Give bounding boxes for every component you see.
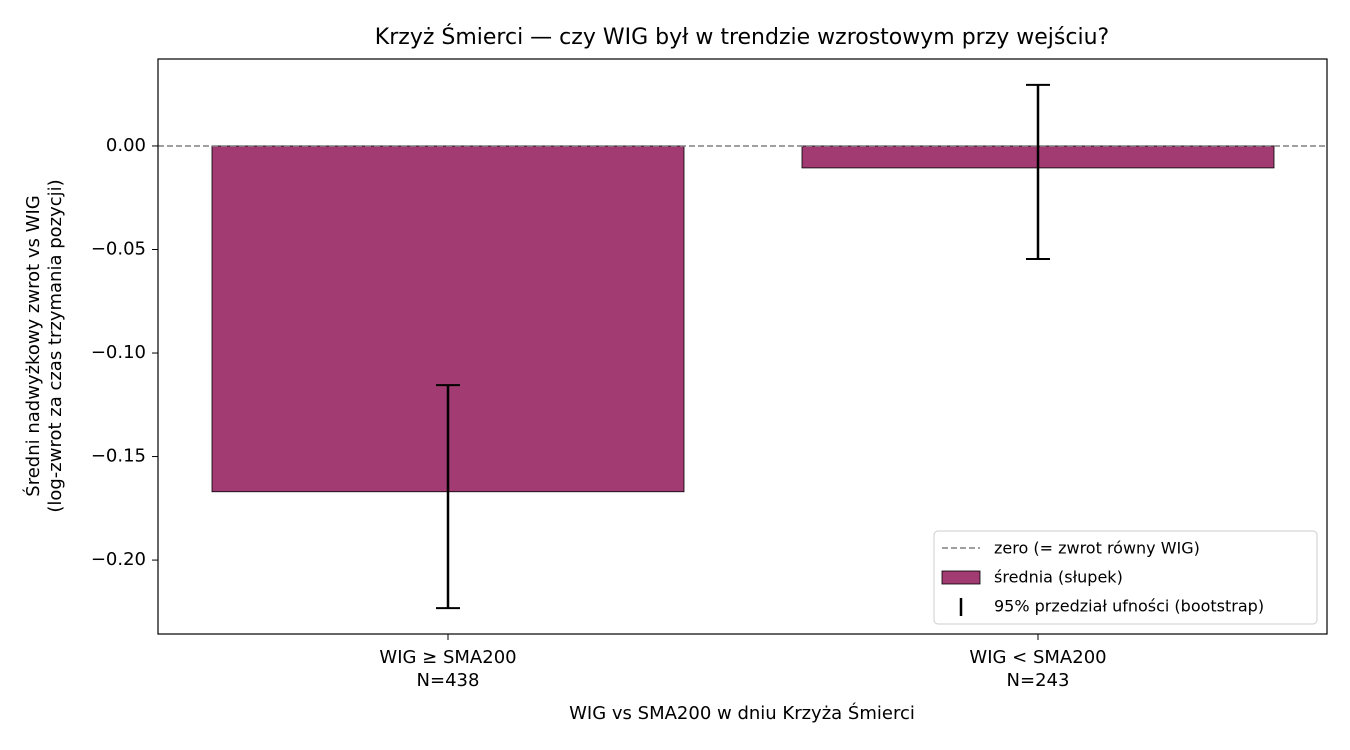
- y-tick-label: −0.05: [91, 238, 146, 259]
- chart-title: Krzyż Śmierci — czy WIG był w trendzie w…: [375, 24, 1109, 50]
- legend-label: 95% przedział ufności (bootstrap): [994, 597, 1264, 616]
- y-axis-label: Średni nadwyżkowy zwrot vs WIG (log-zwro…: [22, 179, 66, 512]
- legend-label: średnia (słupek): [994, 568, 1123, 587]
- legend-label: zero (= zwrot równy WIG): [994, 539, 1200, 558]
- x-tick-label: WIG < SMA200: [969, 647, 1106, 668]
- y-axis-label-line: (log-zwrot za czas trzymania pozycji): [45, 179, 66, 512]
- error-bar: [1026, 83, 1050, 261]
- x-tick-label: N=243: [1007, 670, 1070, 691]
- error-bar: [436, 384, 460, 610]
- legend-bar-swatch: [941, 570, 981, 585]
- x-axis-label: WIG vs SMA200 w dniu Krzyża Śmierci: [569, 702, 915, 724]
- y-tick-label: −0.15: [91, 446, 146, 467]
- y-tick-label: −0.20: [91, 549, 146, 570]
- y-axis-label-line: Średni nadwyżkowy zwrot vs WIG: [22, 195, 44, 496]
- y-tick-label: 0.00: [106, 135, 146, 156]
- x-tick-label: WIG ≥ SMA200: [379, 647, 516, 668]
- y-tick-label: −0.10: [91, 342, 146, 363]
- x-tick-label: N=438: [417, 670, 480, 691]
- legend-box: [933, 530, 1318, 625]
- plot-frame: [157, 58, 1328, 635]
- legend: zero (= zwrot równy WIG) średnia (słupek)…: [933, 530, 1318, 625]
